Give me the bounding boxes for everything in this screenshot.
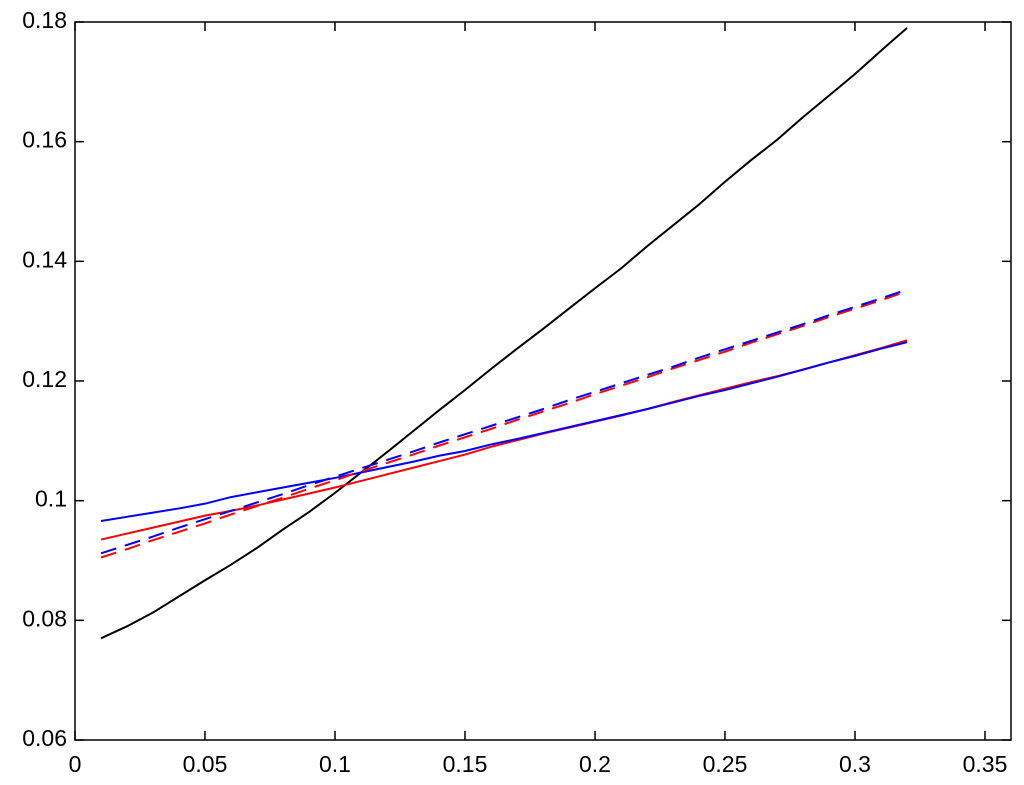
line (100, 27, 908, 640)
x-tick-label: 0.35 (963, 751, 1008, 777)
y-tick-label: 0.12 (22, 366, 67, 392)
y-tick-label: 0.16 (22, 127, 67, 153)
x-tick-label: 0.25 (703, 751, 748, 777)
x-tick-label: 0.05 (183, 751, 228, 777)
x-tick-label: 0.15 (443, 751, 488, 777)
x-tick-label: 0 (69, 751, 82, 777)
y-tick-label: 0.14 (22, 246, 67, 272)
line (100, 341, 908, 522)
y-tick-label: 0.06 (22, 725, 67, 751)
dashed-line (100, 288, 908, 555)
x-tick-label: 0.3 (839, 751, 871, 777)
y-tick-label: 0.18 (22, 7, 67, 33)
y-tick-label: 0.1 (35, 486, 67, 512)
x-tick-label: 0.1 (319, 751, 351, 777)
y-tick-label: 0.08 (22, 605, 67, 631)
plot-frame (74, 21, 1012, 741)
line (100, 339, 908, 541)
dashed-line (100, 290, 908, 559)
x-tick-label: 0.2 (579, 751, 611, 777)
